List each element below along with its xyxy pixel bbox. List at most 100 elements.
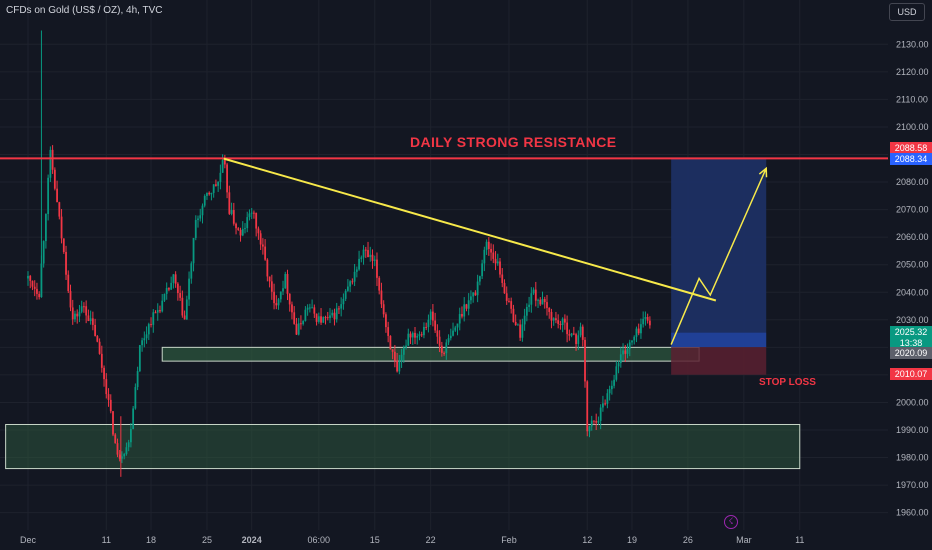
candle-body <box>633 336 636 341</box>
candle-body <box>208 192 211 195</box>
candle <box>273 283 275 310</box>
candle <box>615 360 618 382</box>
candle <box>190 261 193 284</box>
candle-body <box>380 290 383 305</box>
candle-body <box>190 263 193 279</box>
candle <box>537 298 539 309</box>
candle-body <box>474 292 477 296</box>
candle-body <box>335 308 338 320</box>
candle-body <box>521 324 524 338</box>
descending-trendline[interactable] <box>223 157 717 302</box>
candle <box>380 282 383 309</box>
price-axis[interactable] <box>888 0 932 550</box>
candle <box>71 299 74 325</box>
candle <box>436 324 439 344</box>
y-tick-label: 2000.00 <box>896 397 929 407</box>
candle-body <box>463 304 466 317</box>
candle-body <box>230 210 233 214</box>
candle-body <box>134 387 137 409</box>
candle <box>423 322 425 339</box>
candle <box>635 326 638 343</box>
candle-body <box>85 306 88 316</box>
candle-body <box>51 149 54 170</box>
candle-body <box>423 326 425 336</box>
candle <box>409 331 412 345</box>
candle-body <box>293 312 296 324</box>
candle <box>103 365 105 387</box>
x-tick-label: 12 <box>582 535 592 545</box>
candle-body <box>548 307 551 312</box>
x-tick-label: 26 <box>683 535 693 545</box>
candle-body <box>44 213 47 242</box>
candle <box>499 258 501 278</box>
candle-body <box>393 351 396 361</box>
candle <box>239 227 242 242</box>
candle-body <box>492 252 495 259</box>
candle <box>174 271 177 288</box>
candle <box>223 154 226 169</box>
x-tick-label: 25 <box>202 535 212 545</box>
candle <box>237 227 240 231</box>
candle <box>420 331 423 338</box>
candle <box>552 317 555 326</box>
candle-body <box>642 318 645 325</box>
candle <box>496 253 499 266</box>
candle <box>244 223 246 234</box>
candle <box>485 239 488 255</box>
candle <box>416 333 419 345</box>
y-tick-label: 2080.00 <box>896 177 929 187</box>
target-zone <box>671 159 767 348</box>
candle <box>331 309 334 318</box>
y-tick-label: 1960.00 <box>896 508 929 518</box>
candle-body <box>96 336 99 342</box>
candle <box>69 284 72 312</box>
candle <box>563 314 566 330</box>
candle-body <box>174 274 177 284</box>
candle <box>523 308 526 331</box>
candle <box>208 191 211 196</box>
candle <box>440 341 443 357</box>
candle-body <box>563 318 566 323</box>
candle-body <box>219 172 222 182</box>
candle-body <box>539 299 542 305</box>
candle <box>530 287 533 313</box>
candle <box>125 442 128 456</box>
symbol-title: CFDs on Gold (US$ / OZ), 4h, TVC <box>6 5 163 16</box>
candle-body <box>360 257 363 259</box>
candle <box>572 326 575 336</box>
candle <box>130 423 132 448</box>
replay-icon[interactable]: ☇ <box>724 515 738 529</box>
x-tick-label: 22 <box>426 535 436 545</box>
candle <box>324 315 327 325</box>
candle-body <box>534 289 537 301</box>
candle-body <box>255 212 258 229</box>
candle-body <box>358 258 360 270</box>
candle <box>96 335 99 343</box>
candle <box>326 311 329 321</box>
candle-body <box>36 288 38 294</box>
candle <box>349 280 352 293</box>
candle <box>259 230 262 250</box>
candle-body <box>499 261 501 275</box>
candle <box>253 210 255 219</box>
candle-body <box>382 304 385 315</box>
candle-body <box>69 291 72 308</box>
support-zone-lower <box>5 423 801 470</box>
currency-button[interactable]: USD <box>889 3 925 21</box>
time-axis[interactable] <box>0 530 888 550</box>
candle <box>286 269 289 301</box>
candle-body <box>297 323 300 335</box>
candle-body <box>427 319 430 328</box>
candle-body <box>494 258 497 264</box>
candle-body <box>172 274 175 283</box>
x-tick-label: Mar <box>736 535 752 545</box>
candle <box>425 322 428 331</box>
candle-body <box>606 393 609 404</box>
candle <box>161 293 164 313</box>
candle <box>89 310 92 325</box>
candle-body <box>631 340 633 343</box>
projection-path[interactable] <box>670 167 767 345</box>
candle <box>431 304 434 327</box>
candle <box>449 328 452 341</box>
